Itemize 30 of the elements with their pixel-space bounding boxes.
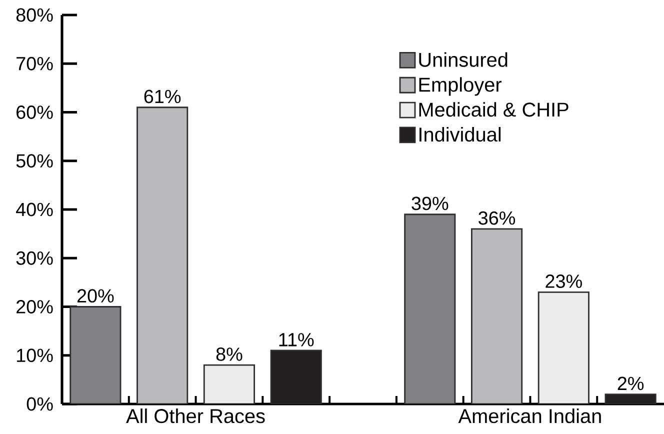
x-tick-label: All Other Races	[126, 408, 265, 424]
legend-label: Uninsured	[419, 52, 508, 67]
y-tick-label: 10%	[17, 348, 53, 362]
y-tick-label: 0%	[26, 397, 53, 411]
bar	[70, 306, 122, 404]
bar	[471, 228, 523, 404]
bar	[404, 214, 456, 404]
bar	[203, 364, 256, 404]
data-label: 39%	[412, 196, 448, 210]
data-label: 36%	[478, 211, 516, 225]
y-tick-label: 40%	[16, 202, 53, 216]
y-tick-label: 70%	[16, 56, 53, 70]
data-label: 11%	[279, 333, 314, 346]
data-label: 20%	[77, 289, 114, 303]
data-label: 23%	[546, 274, 582, 288]
y-tick-label: 30%	[16, 251, 53, 265]
data-label: 61%	[144, 90, 181, 104]
y-tick-label: 60%	[16, 106, 53, 119]
y-tick-label: 80%	[16, 8, 53, 22]
legend-label: Medicaid & CHIP	[419, 102, 568, 117]
bar	[538, 291, 590, 404]
y-tick-label: 50%	[16, 154, 53, 168]
y-tick-label: 20%	[16, 300, 53, 314]
legend-label: Employer	[419, 77, 502, 96]
data-label: 2%	[618, 376, 644, 390]
bar	[270, 350, 322, 404]
data-label: 8%	[216, 347, 242, 361]
bar	[136, 106, 188, 404]
x-tick-label: American Indian	[458, 408, 601, 424]
legend-label: Individual	[420, 127, 501, 142]
